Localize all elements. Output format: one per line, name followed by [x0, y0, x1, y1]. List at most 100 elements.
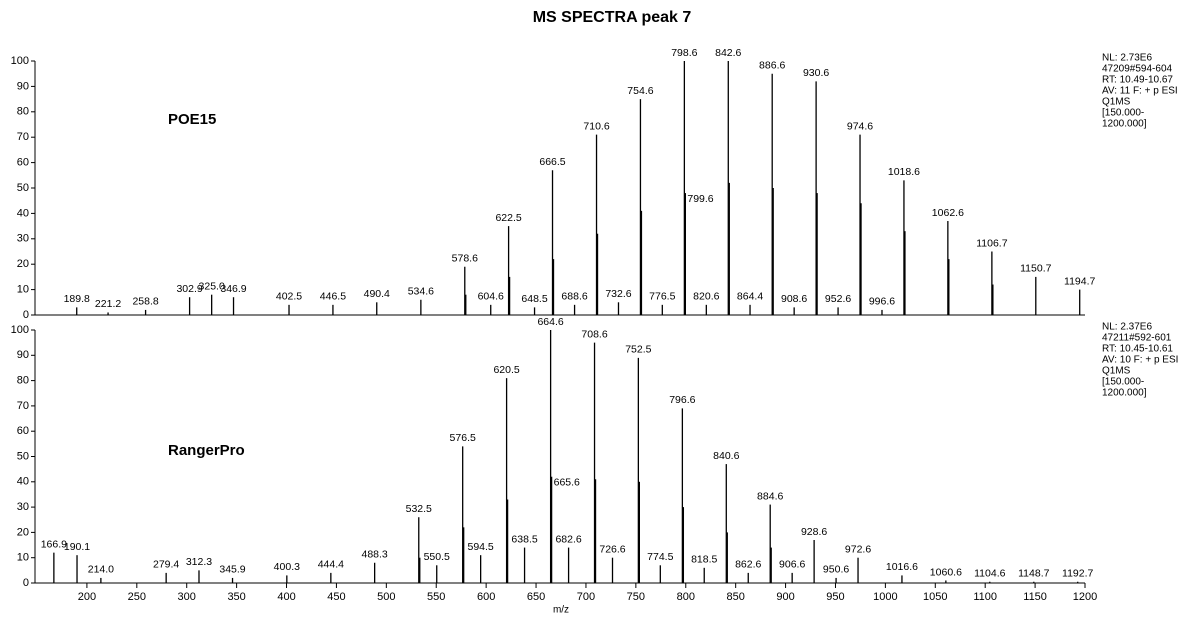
peak-label: 928.6	[801, 526, 827, 538]
x-tick-label: 600	[477, 591, 495, 603]
x-tick-label: 800	[677, 591, 695, 603]
peak-label: 972.6	[845, 543, 871, 555]
x-tick-label: 250	[128, 591, 146, 603]
info-line: 47211#592-601	[1102, 333, 1172, 344]
y-tick-label: 100	[11, 324, 29, 336]
peak-label: 1150.7	[1020, 263, 1051, 275]
peak-label: 279.4	[153, 559, 179, 571]
y-tick-label: 30	[17, 233, 29, 245]
x-tick-label: 350	[227, 591, 245, 603]
peak-label: 884.6	[757, 490, 783, 502]
peak-label: 604.6	[478, 291, 504, 303]
x-tick-label: 700	[577, 591, 595, 603]
peak-label: 664.6	[537, 316, 563, 328]
peak-label: 818.5	[691, 554, 717, 566]
peak-label: 906.6	[779, 559, 805, 571]
peak-label: 622.5	[495, 212, 521, 224]
y-tick-label: 70	[17, 131, 29, 143]
peak-label: 798.6	[671, 47, 697, 59]
peak-label: 752.5	[625, 344, 651, 356]
x-tick-label: 550	[427, 591, 445, 603]
peak-label: 1106.7	[976, 237, 1007, 249]
peak-label: 666.5	[539, 156, 565, 168]
info-line: RT: 10.45-10.61	[1102, 344, 1173, 355]
peak-label: 534.6	[408, 286, 434, 298]
y-tick-label: 40	[17, 476, 29, 488]
peak-label: 312.3	[186, 556, 212, 568]
y-tick-label: 20	[17, 526, 29, 538]
peak-label: 346.9	[220, 283, 246, 295]
peak-label: 490.4	[364, 288, 390, 300]
peak-label: 446.5	[320, 291, 346, 303]
peak-label: 820.6	[693, 291, 719, 303]
peak-label: 648.5	[521, 293, 547, 305]
x-tick-label: 650	[527, 591, 545, 603]
peak-label: 708.6	[581, 328, 607, 340]
info-line: [150.000-	[1102, 377, 1144, 388]
peak-label: 930.6	[803, 67, 829, 79]
y-tick-label: 90	[17, 349, 29, 361]
x-tick-label: 1000	[873, 591, 897, 603]
peak-label: 189.8	[64, 293, 90, 305]
x-tick-label: 750	[627, 591, 645, 603]
info-line: RT: 10.49-10.67	[1102, 75, 1173, 86]
y-tick-label: 0	[23, 577, 29, 589]
y-tick-label: 30	[17, 501, 29, 513]
x-tick-label: 450	[327, 591, 345, 603]
peak-label: 221.2	[95, 298, 121, 310]
info-line: AV: 10 F: + p ESI	[1102, 355, 1178, 366]
annotation: POE15	[168, 111, 216, 128]
peak-label: 796.6	[669, 394, 695, 406]
peak-label: 682.6	[555, 533, 581, 545]
info-line: [150.000-	[1102, 108, 1144, 119]
peak-label: 799.6	[687, 193, 713, 205]
x-tick-label: 200	[78, 591, 96, 603]
y-tick-label: 50	[17, 182, 29, 194]
peak-label: 488.3	[362, 549, 388, 561]
peak-label: 1194.7	[1064, 275, 1095, 287]
peak-label: 776.5	[649, 291, 675, 303]
y-tick-label: 70	[17, 400, 29, 412]
peak-label: 325.0	[199, 280, 225, 292]
y-tick-label: 10	[17, 552, 29, 564]
peak-label: 710.6	[583, 120, 609, 132]
peak-label: 774.5	[647, 551, 673, 563]
peak-label: 550.5	[424, 551, 450, 563]
peak-label: 862.6	[735, 559, 761, 571]
peak-label: 754.6	[627, 85, 653, 97]
info-line: NL: 2.37E6	[1102, 322, 1152, 333]
peak-label: 638.5	[511, 533, 537, 545]
annotation: RangerPro	[168, 442, 245, 459]
peak-label: 908.6	[781, 293, 807, 305]
peak-label: 166.9	[41, 538, 67, 550]
x-tick-label: 1150	[1023, 591, 1047, 603]
y-tick-label: 80	[17, 106, 29, 118]
info-line: 1200.000]	[1102, 119, 1147, 130]
y-tick-label: 60	[17, 157, 29, 169]
peak-label: 974.6	[847, 120, 873, 132]
info-line: Q1MS	[1102, 97, 1131, 108]
peak-label: 1192.7	[1062, 568, 1093, 580]
x-tick-label: 850	[726, 591, 744, 603]
peak-label: 1060.6	[930, 566, 962, 578]
info-line: Q1MS	[1102, 366, 1131, 377]
peak-label: 864.4	[737, 291, 763, 303]
peak-label: 732.6	[605, 288, 631, 300]
x-tick-label: 1100	[973, 591, 997, 603]
y-tick-label: 80	[17, 375, 29, 387]
peak-label: 886.6	[759, 59, 785, 71]
info-line: 47209#594-604	[1102, 64, 1173, 75]
peak-label: 1016.6	[886, 561, 918, 573]
x-axis-label: m/z	[553, 605, 569, 616]
peak-label: 576.5	[450, 432, 476, 444]
peak-label: 952.6	[825, 293, 851, 305]
info-line: 1200.000]	[1102, 388, 1147, 399]
info-line: AV: 11 F: + p ESI	[1102, 86, 1178, 97]
peak-label: 400.3	[274, 561, 300, 573]
y-tick-label: 100	[11, 55, 29, 67]
peak-label: 402.5	[276, 291, 302, 303]
peak-label: 190.1	[64, 541, 90, 553]
y-tick-label: 40	[17, 207, 29, 219]
peak-label: 345.9	[219, 564, 245, 576]
